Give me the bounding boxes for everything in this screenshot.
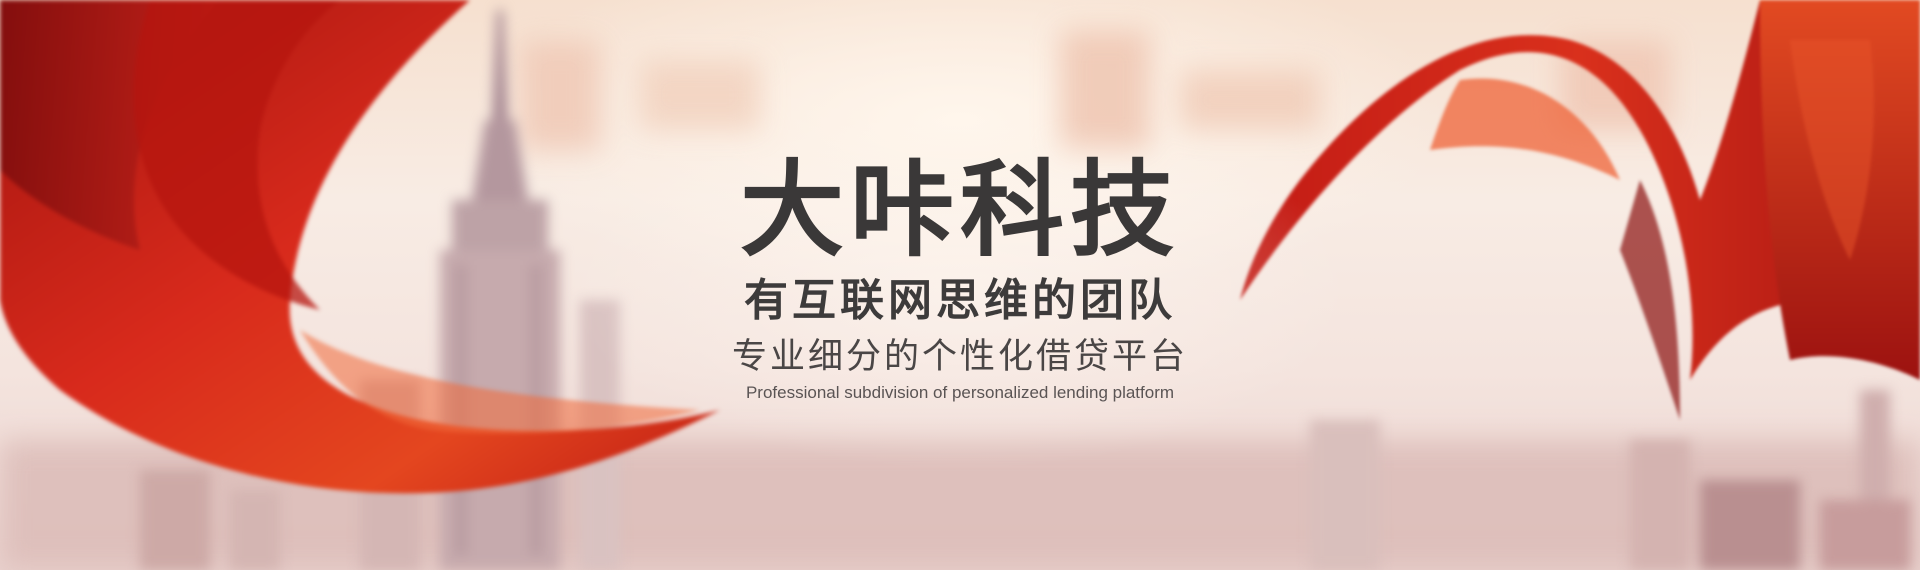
banner-subtitle: 有互联网思维的团队 bbox=[744, 275, 1176, 326]
headline-block: 大咔科技 有互联网思维的团队 专业细分的个性化借贷平台 Professional… bbox=[0, 150, 1920, 404]
banner-title: 大咔科技 bbox=[739, 149, 1180, 271]
banner-tagline: 专业细分的个性化借贷平台 bbox=[731, 337, 1188, 377]
banner-tagline-english: Professional subdivision of personalized… bbox=[745, 383, 1175, 402]
